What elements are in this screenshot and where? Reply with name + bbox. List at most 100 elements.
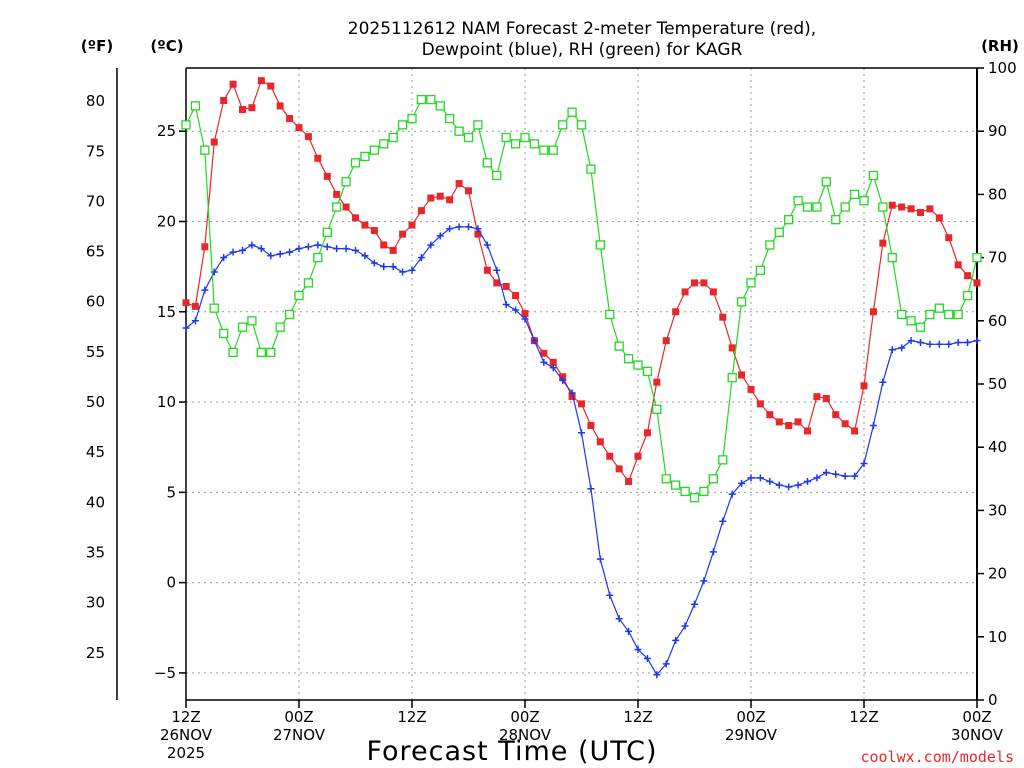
- rh-point: [887, 252, 897, 263]
- rh-point: [303, 278, 314, 288]
- dewpoint-point: [220, 254, 228, 262]
- dewpoint-point: [361, 252, 369, 260]
- temperature-point: [832, 411, 840, 419]
- fahrenheit-tick-label: 50: [86, 393, 105, 411]
- rh-point: [868, 170, 879, 181]
- dewpoint-point: [314, 241, 322, 249]
- temperature-point: [917, 208, 924, 216]
- dewpoint-point: [352, 246, 359, 254]
- dewpoint-point: [191, 317, 199, 325]
- temperature-point: [898, 203, 906, 211]
- dewpoint-point: [709, 548, 717, 556]
- temperature-point: [352, 214, 359, 222]
- rh-point: [962, 290, 973, 301]
- dewpoint-point: [596, 555, 604, 563]
- temperature-point: [361, 221, 369, 229]
- credit-text: coolwx.com/models: [860, 748, 1014, 766]
- temperature-point: [822, 394, 830, 402]
- dewpoint-point: [907, 337, 915, 345]
- dewpoint-point: [945, 340, 953, 348]
- temperature-point: [841, 420, 849, 428]
- rh-point: [642, 366, 653, 377]
- temperature-point: [314, 154, 322, 162]
- rh-point: [539, 145, 549, 155]
- temperature-point: [342, 203, 350, 211]
- celsius-tick-label: 10: [157, 393, 176, 411]
- temperature-point: [879, 239, 887, 247]
- dewpoint-point: [766, 478, 774, 486]
- temperature-point: [860, 382, 868, 390]
- dewpoint-point: [568, 389, 576, 397]
- rh-point: [859, 196, 869, 206]
- dewpoint-point: [474, 225, 482, 233]
- dewpoint-point: [239, 246, 246, 254]
- rh-point: [558, 120, 568, 130]
- rh-point: [567, 107, 577, 117]
- temperature-point: [568, 393, 576, 401]
- rh-point: [520, 132, 530, 143]
- dewpoint-point: [738, 479, 746, 487]
- temperature-point: [276, 102, 284, 110]
- dewpoint-point: [681, 622, 689, 630]
- series-lines: [181, 77, 982, 679]
- temperature-point: [945, 234, 953, 242]
- fahrenheit-tick-label: 60: [86, 293, 105, 311]
- dewpoint-point: [446, 225, 454, 233]
- rh-line: [185, 98, 978, 499]
- rh-point: [972, 252, 982, 263]
- rh-point: [746, 278, 756, 288]
- chart-title-line1: 2025112612 NAM Forecast 2-meter Temperat…: [348, 19, 816, 39]
- dewpoint-point: [691, 600, 698, 608]
- x-tick-label: 12Z: [171, 708, 200, 726]
- temperature-point: [295, 124, 303, 132]
- rh-point: [501, 132, 511, 143]
- chart-title-line2: Dewpoint (blue), RH (green) for KAGR: [422, 40, 743, 60]
- temperature-point: [785, 422, 793, 430]
- dewpoint-point: [530, 337, 538, 345]
- dewpoint-point: [201, 286, 209, 294]
- temperature-point: [229, 80, 237, 88]
- rh-point: [275, 322, 285, 332]
- dewpoint-point: [248, 241, 256, 249]
- dewpoint-point: [512, 306, 520, 314]
- dewpoint-point: [380, 263, 388, 271]
- dewpoint-line: [185, 226, 978, 676]
- rh-point: [379, 139, 389, 149]
- rh-point: [473, 120, 483, 130]
- rh-tick-label: 0: [988, 691, 998, 709]
- dewpoint-point: [502, 301, 510, 309]
- fahrenheit-tick-label: 70: [86, 192, 105, 210]
- temperature-point: [399, 230, 407, 238]
- fahrenheit-tick-label: 45: [86, 443, 105, 461]
- rh-point: [906, 316, 916, 326]
- dewpoint-point: [653, 671, 661, 679]
- dewpoint-point: [756, 474, 764, 482]
- dewpoint-point: [389, 263, 397, 271]
- x-tick-label: 12Z: [849, 708, 878, 726]
- dewpoint-point: [606, 591, 614, 599]
- temperature-point: [964, 272, 972, 280]
- dewpoint-point: [662, 660, 670, 668]
- temperature-point: [728, 344, 736, 352]
- dewpoint-point: [728, 490, 736, 498]
- rh-point: [605, 309, 615, 320]
- temperature-point: [502, 282, 510, 290]
- x-tick-label: 00Z: [962, 708, 991, 726]
- rh-point: [407, 113, 417, 124]
- rh-point: [689, 493, 700, 503]
- dewpoint-point: [436, 232, 444, 240]
- dewpoint-point: [286, 248, 294, 256]
- x-tick-label: 29NOV: [725, 726, 778, 744]
- fahrenheit-tick-label: 30: [86, 594, 105, 612]
- rh-point: [463, 132, 474, 143]
- temperature-point: [512, 292, 520, 300]
- dewpoint-point: [841, 472, 849, 480]
- rh-point: [445, 113, 455, 124]
- dewpoint-point: [672, 636, 680, 644]
- dewpoint-point: [832, 470, 840, 478]
- rh-point: [492, 170, 502, 181]
- temperature-point: [794, 418, 802, 426]
- rh-point: [294, 290, 304, 301]
